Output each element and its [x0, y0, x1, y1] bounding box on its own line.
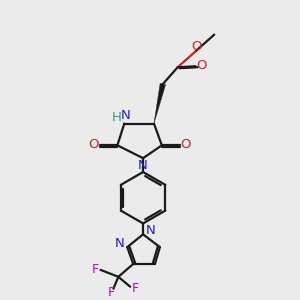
Text: N: N	[146, 224, 156, 237]
Text: H: H	[112, 111, 121, 124]
Text: N: N	[138, 159, 148, 172]
Text: F: F	[92, 263, 99, 276]
Text: O: O	[191, 40, 202, 53]
Text: O: O	[180, 138, 191, 151]
Text: N: N	[115, 237, 124, 250]
Text: F: F	[108, 286, 115, 299]
Polygon shape	[154, 83, 166, 124]
Text: O: O	[196, 59, 207, 72]
Text: N: N	[120, 109, 130, 122]
Text: F: F	[132, 282, 139, 295]
Text: O: O	[88, 138, 99, 151]
